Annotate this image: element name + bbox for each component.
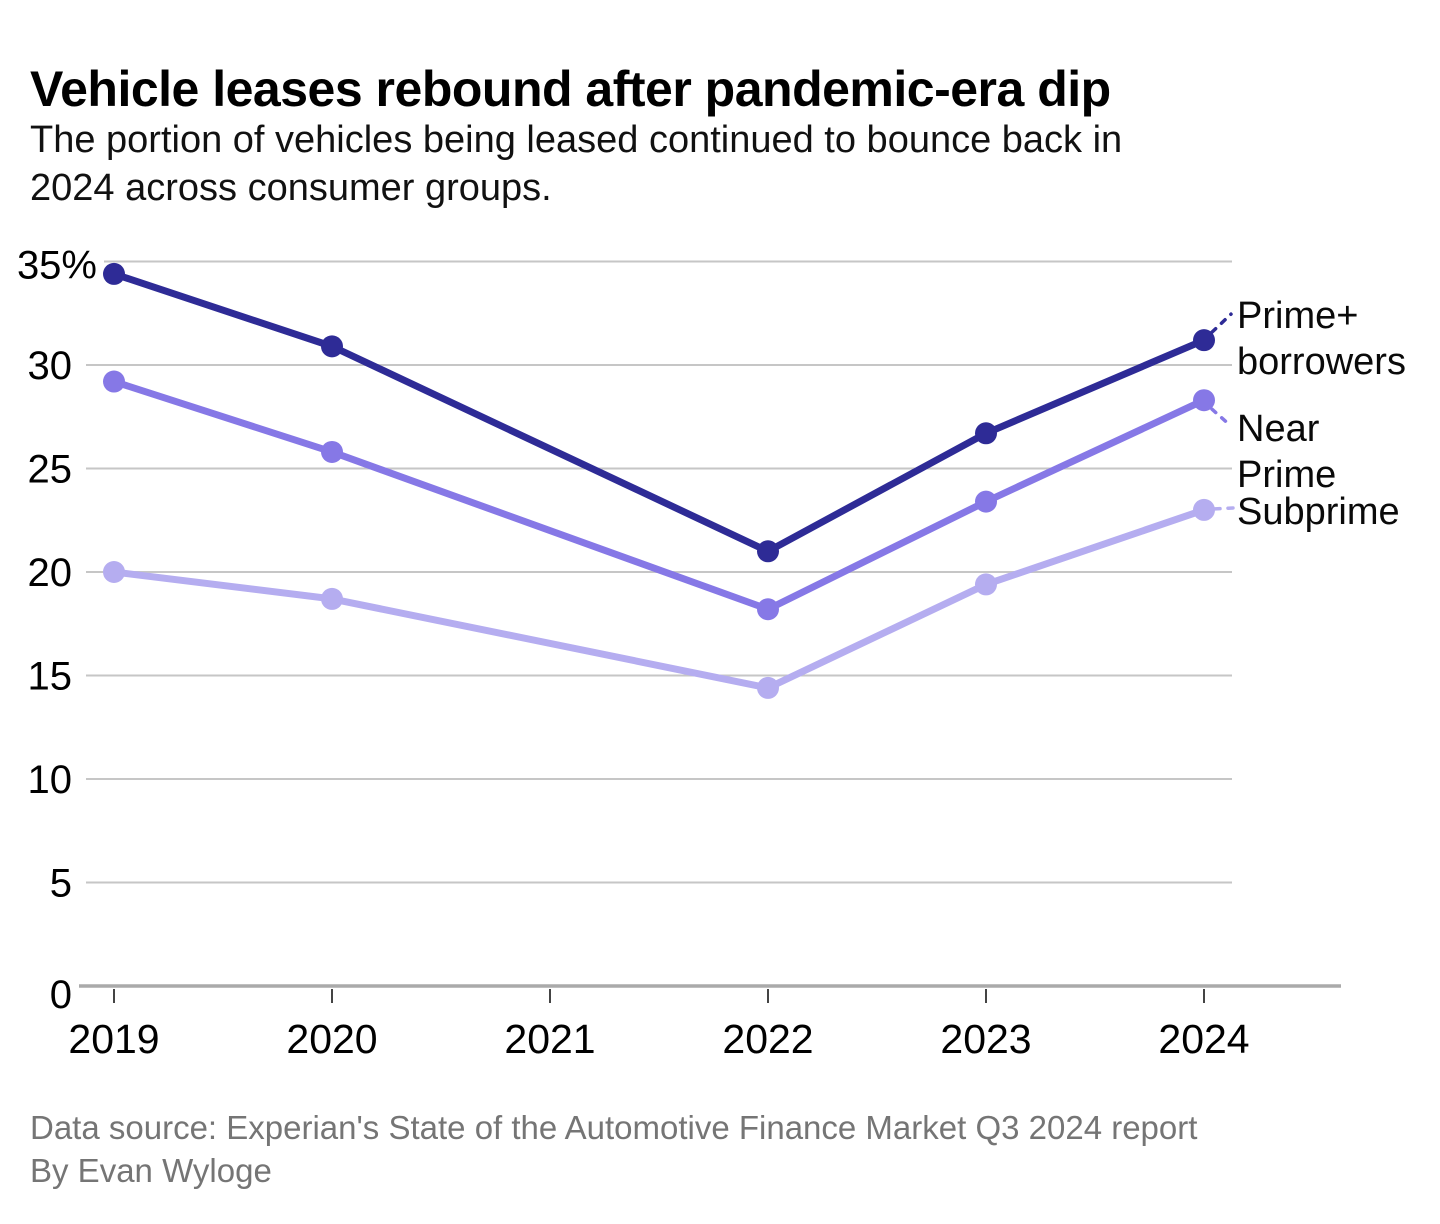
data-point	[103, 262, 125, 285]
y-tick-label: 15	[28, 655, 73, 699]
x-tick-label: 2024	[1158, 1016, 1249, 1062]
x-tick-label: 2021	[504, 1016, 595, 1062]
data-point	[103, 561, 125, 583]
series-annotation-subprime: Subprime	[1237, 491, 1400, 533]
x-tick-label: 2019	[68, 1016, 159, 1062]
series-line-near-prime	[110, 378, 1208, 613]
data-source-line: Data source: Experian's State of the Aut…	[30, 1109, 1198, 1146]
data-point	[1193, 389, 1215, 412]
data-point	[103, 370, 125, 393]
y-tick-label: 5	[50, 862, 72, 906]
y-tick-label: 25	[28, 448, 73, 492]
series-annotation-near-prime: Prime	[1237, 454, 1336, 496]
chart-title: Vehicle leases rebound after pandemic-er…	[30, 60, 1111, 117]
series-line-prime-borrowers	[110, 270, 1208, 555]
series-annotation-prime-borrowers: Prime+	[1237, 295, 1358, 337]
data-point	[757, 676, 779, 699]
annotation-leader-line	[1210, 407, 1232, 427]
y-tick-label: 0	[50, 973, 72, 1017]
series-annotation-near-prime: Near	[1237, 408, 1320, 450]
data-point	[757, 598, 779, 621]
data-point	[321, 335, 343, 358]
data-point	[757, 540, 779, 563]
x-tick-label: 2023	[940, 1016, 1031, 1062]
y-tick-label: 30	[28, 344, 73, 388]
byline: By Evan Wyloge	[30, 1152, 272, 1189]
annotation-leader-line	[1213, 506, 1236, 511]
chart-subtitle: The portion of vehicles being leased con…	[30, 116, 1410, 212]
x-tick-label: 2022	[722, 1016, 813, 1062]
data-point	[975, 490, 997, 513]
y-tick-label: 10	[28, 758, 73, 802]
data-point	[1193, 498, 1215, 521]
data-point	[1193, 329, 1215, 352]
data-point	[975, 573, 997, 596]
y-tick-label: 20	[28, 551, 73, 595]
annotation-leader-line	[1210, 312, 1233, 334]
chart-subtitle-line-1: The portion of vehicles being leased con…	[30, 119, 1123, 161]
data-point	[975, 422, 997, 445]
y-tick-label: 35%	[17, 244, 97, 288]
series-line-subprime	[110, 506, 1208, 692]
data-point	[321, 440, 343, 463]
chart-footer: Data source: Experian's State of the Aut…	[30, 1106, 1410, 1192]
data-point	[321, 587, 343, 610]
x-tick-label: 2020	[286, 1016, 377, 1062]
series-annotation-prime-borrowers: borrowers	[1237, 341, 1406, 383]
chart-subtitle-line-2: 2024 across consumer groups.	[30, 167, 552, 209]
